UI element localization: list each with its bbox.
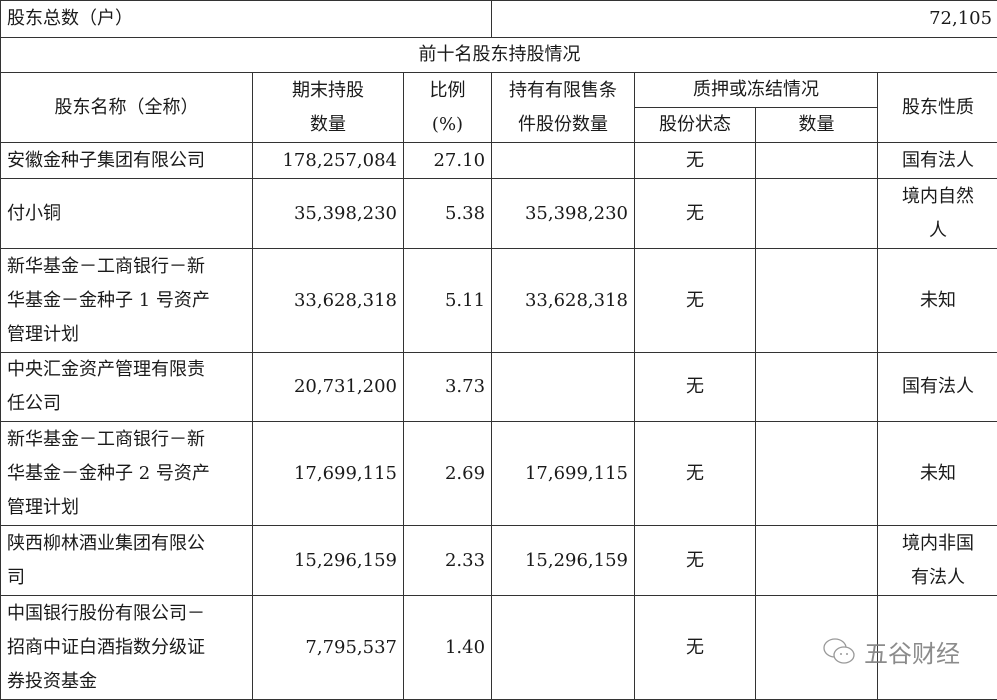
shareholder-name: 新华基金－工商银行－新华基金－金种子 2 号资产管理计划 <box>1 422 253 526</box>
restricted-shares: 17,699,115 <box>492 422 635 526</box>
section-title: 前十名股东持股情况 <box>1 38 997 73</box>
restricted-shares: 15,296,159 <box>492 526 635 596</box>
shareholder-name: 中国银行股份有限公司－招商中证白酒指数分级证券投资基金 <box>1 596 253 700</box>
header-ratio: 比例(%) <box>404 73 492 143</box>
ratio: 2.33 <box>404 526 492 596</box>
pledge-status: 无 <box>635 353 756 422</box>
header-nature: 股东性质 <box>878 73 997 143</box>
shareholder-name: 中央汇金资产管理有限责任公司 <box>1 353 253 422</box>
pledge-qty <box>756 143 878 179</box>
restricted-shares <box>492 596 635 700</box>
summary-value: 72,105 <box>492 1 997 38</box>
pledge-qty <box>756 596 878 700</box>
shareholder-nature: 境内非国有法人 <box>878 526 997 596</box>
restricted-shares <box>492 143 635 179</box>
pledge-qty <box>756 179 878 249</box>
shareholder-nature: 未知 <box>878 249 997 353</box>
header-name: 股东名称（全称） <box>1 73 253 143</box>
restricted-shares: 33,628,318 <box>492 249 635 353</box>
header-pledge: 质押或冻结情况 <box>635 73 878 108</box>
pledge-qty <box>756 526 878 596</box>
shareholder-nature: 未知 <box>878 422 997 526</box>
shares-held: 178,257,084 <box>253 143 404 179</box>
ratio: 1.40 <box>404 596 492 700</box>
ratio: 27.10 <box>404 143 492 179</box>
pledge-status: 无 <box>635 143 756 179</box>
shareholder-nature: 国有法人 <box>878 143 997 179</box>
shares-held: 7,795,537 <box>253 596 404 700</box>
shares-held: 20,731,200 <box>253 353 404 422</box>
shareholder-name: 新华基金－工商银行－新华基金－金种子 1 号资产管理计划 <box>1 249 253 353</box>
shareholder-nature: 国有法人 <box>878 353 997 422</box>
shares-held: 15,296,159 <box>253 526 404 596</box>
header-row: 股东名称（全称） 期末持股数量 比例(%) 持有有限售条件股份数量 质押或冻结情… <box>1 73 997 108</box>
pledge-status: 无 <box>635 179 756 249</box>
shareholder-name: 安徽金种子集团有限公司 <box>1 143 253 179</box>
pledge-qty <box>756 353 878 422</box>
shares-held: 17,699,115 <box>253 422 404 526</box>
pledge-status: 无 <box>635 526 756 596</box>
header-shares: 期末持股数量 <box>253 73 404 143</box>
header-pledge-status: 股份状态 <box>635 108 756 143</box>
pledge-qty <box>756 422 878 526</box>
pledge-status: 无 <box>635 422 756 526</box>
restricted-shares: 35,398,230 <box>492 179 635 249</box>
ratio: 5.38 <box>404 179 492 249</box>
shares-held: 33,628,318 <box>253 249 404 353</box>
pledge-status: 无 <box>635 249 756 353</box>
shareholder-nature <box>878 596 997 700</box>
ratio: 5.11 <box>404 249 492 353</box>
restricted-shares <box>492 353 635 422</box>
summary-label: 股东总数（户） <box>1 1 492 38</box>
pledge-status: 无 <box>635 596 756 700</box>
shares-held: 35,398,230 <box>253 179 404 249</box>
shareholder-nature: 境内自然人 <box>878 179 997 249</box>
summary-row: 股东总数（户） 72,105 <box>1 1 997 38</box>
ratio: 3.73 <box>404 353 492 422</box>
shareholder-name: 陕西柳林酒业集团有限公司 <box>1 526 253 596</box>
pledge-qty <box>756 249 878 353</box>
ratio: 2.69 <box>404 422 492 526</box>
header-restricted: 持有有限售条件股份数量 <box>492 73 635 143</box>
shareholder-name: 付小铜 <box>1 179 253 249</box>
header-pledge-qty: 数量 <box>756 108 878 143</box>
